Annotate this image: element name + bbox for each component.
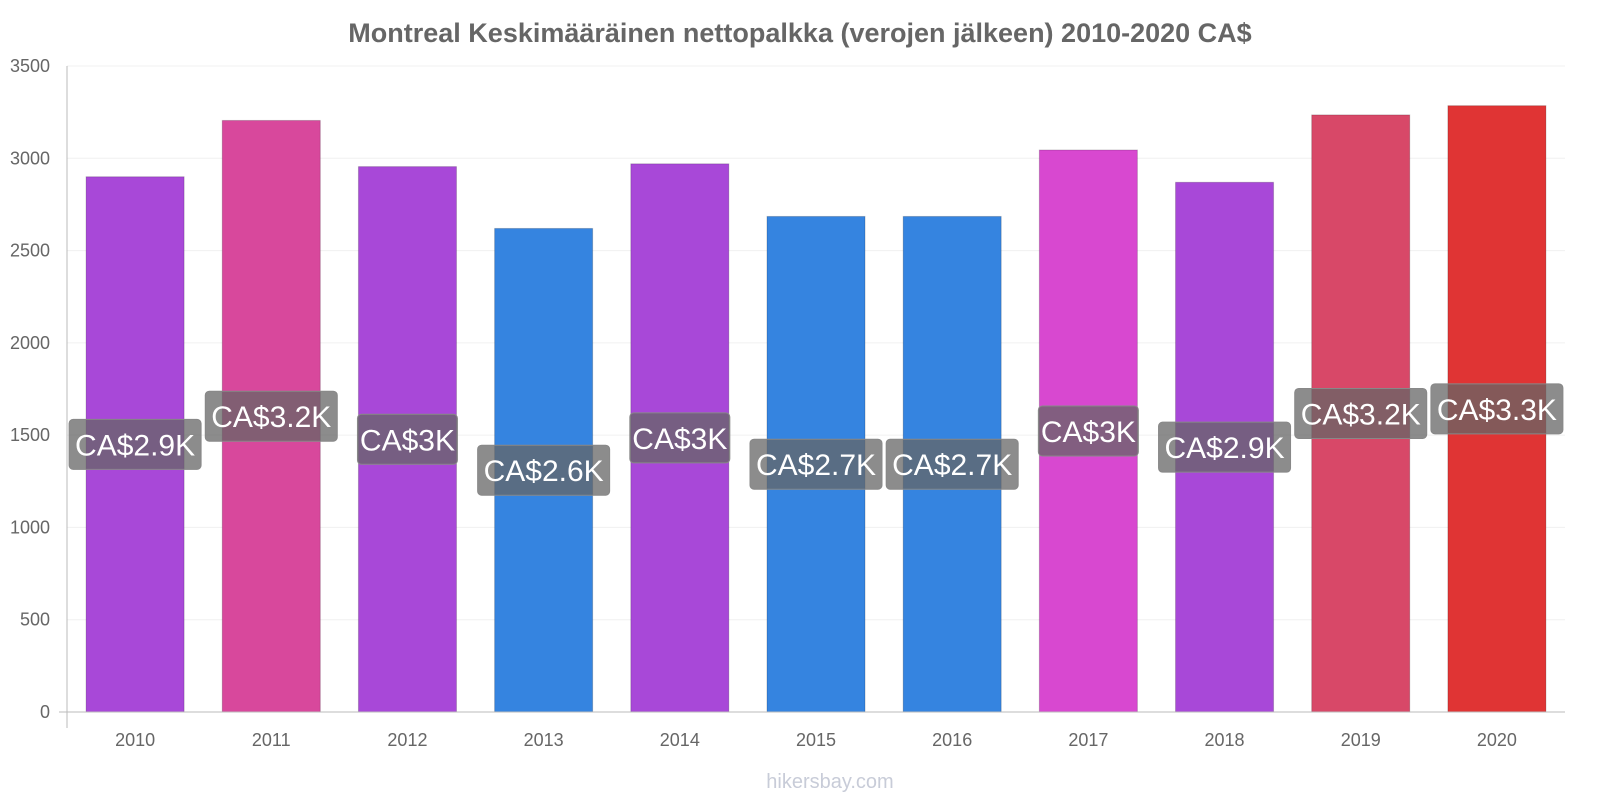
- data-label: CA$2.7K: [756, 449, 876, 482]
- data-label-box: [1430, 383, 1564, 435]
- x-tick-label: 2015: [796, 730, 836, 750]
- data-label-box: [68, 418, 202, 470]
- data-label-box: [1294, 387, 1428, 439]
- data-label-box: [629, 412, 731, 464]
- x-axis: 2010 2011 2012 2013 2014 2015 2016 2017 2018 2019…: [59, 711, 1565, 750]
- data-labels: CA$2.9K CA$3.2K CA$3K CA$2.6K CA$3K CA$2.7K CA…: [68, 383, 1564, 496]
- y-tick-label: 1000: [10, 517, 50, 537]
- data-label: CA$2.7K: [892, 449, 1012, 482]
- y-tick-label: 2500: [10, 241, 50, 261]
- data-label-box: [1158, 421, 1292, 473]
- data-label: CA$3K: [1041, 416, 1136, 449]
- data-label: CA$3.2K: [1301, 398, 1421, 431]
- x-tick-label: 2016: [932, 730, 972, 750]
- x-tick-label: 2020: [1477, 730, 1517, 750]
- data-label-box: [749, 438, 883, 490]
- x-tick-label: 2018: [1205, 730, 1245, 750]
- x-tick-label: 2010: [115, 730, 155, 750]
- data-label: CA$2.9K: [1165, 432, 1285, 465]
- footer-watermark: hikersbay.com: [766, 771, 893, 793]
- x-tick-label: 2012: [387, 730, 427, 750]
- data-label: CA$3K: [360, 424, 455, 457]
- data-label-box: [356, 413, 458, 465]
- x-tick-label: 2019: [1341, 730, 1381, 750]
- data-label-box: [477, 444, 611, 496]
- y-tick-label: 500: [20, 610, 50, 630]
- data-label: CA$3.3K: [1437, 394, 1557, 427]
- data-label-box: [204, 390, 338, 442]
- y-tick-label: 3500: [10, 56, 50, 76]
- x-tick-label: 2013: [524, 730, 564, 750]
- chart-title: Montreal Keskimääräinen nettopalkka (ver…: [348, 18, 1251, 48]
- y-tick-label: 2000: [10, 333, 50, 353]
- data-label-box: [885, 438, 1019, 490]
- data-label: CA$2.6K: [484, 455, 604, 488]
- data-label: CA$3K: [632, 423, 727, 456]
- y-tick-label: 0: [40, 702, 50, 722]
- y-tick-label: 3000: [10, 148, 50, 168]
- x-tick-label: 2011: [252, 730, 291, 750]
- data-label: CA$2.9K: [75, 429, 195, 462]
- y-tick-label: 1500: [10, 425, 50, 445]
- x-tick-label: 2017: [1068, 730, 1108, 750]
- y-axis: 0 500 1000 1500 2000 2500 3000 3500: [10, 56, 68, 728]
- data-label: CA$3.2K: [211, 401, 331, 434]
- data-label-box: [1037, 405, 1139, 457]
- x-tick-label: 2014: [660, 730, 700, 750]
